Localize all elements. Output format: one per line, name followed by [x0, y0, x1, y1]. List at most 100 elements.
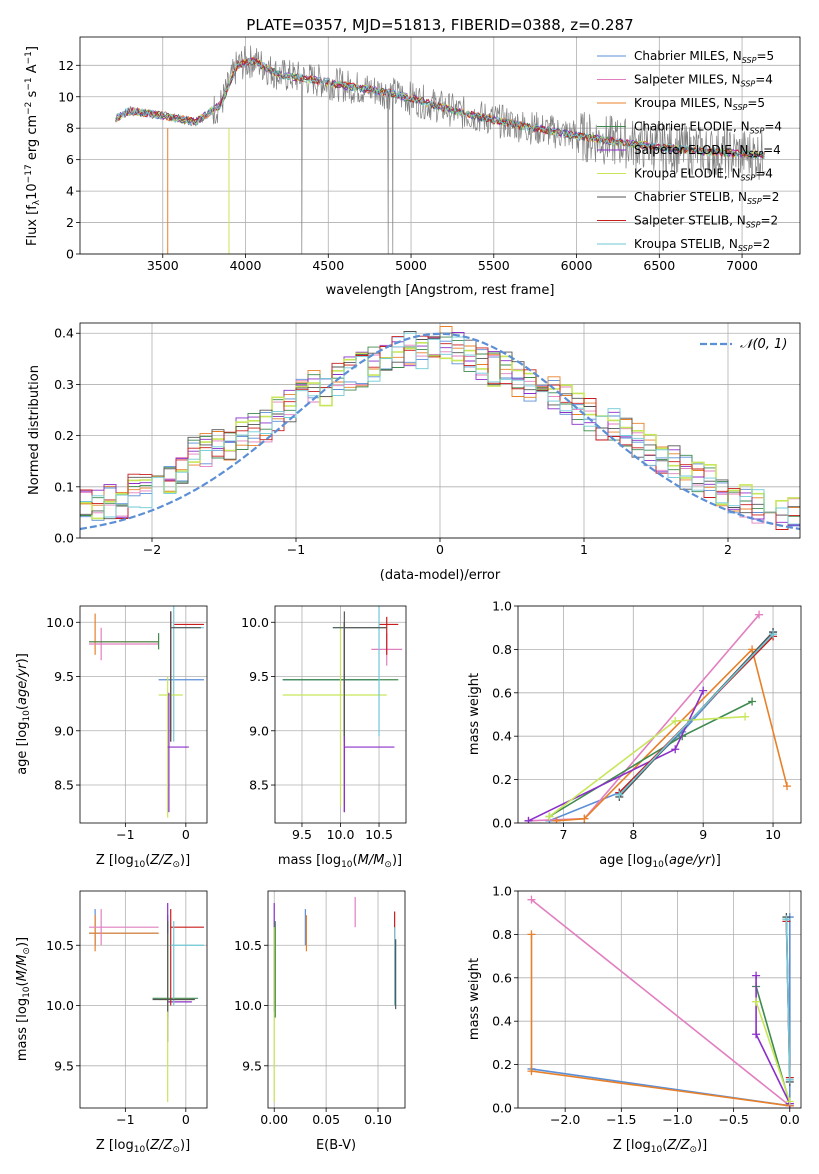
x-tick-label: 0 [182, 827, 190, 842]
legend-entry: Salpeter ELODIE, NSSP=4 [634, 143, 781, 159]
axes-frame [267, 890, 406, 1109]
weight-marker [671, 745, 680, 754]
y-tick-label: 10 [58, 89, 74, 104]
model-spectrum [115, 57, 765, 160]
x-tick-label: 0.0 [780, 1112, 800, 1127]
y-tick-label: 9.0 [54, 723, 74, 738]
age-vs-metallicity-panel: −1 0 8.5 9.0 9.5 10.0 Z [log10(Z/Z⊙)] age [log1… [15, 605, 208, 870]
x-tick-label: 0.05 [312, 1112, 340, 1127]
x-tick-label: −1 [287, 542, 305, 557]
y-tick-label: 0.1 [54, 479, 74, 494]
legend-entry: Salpeter STELIB, NSSP=2 [634, 214, 778, 230]
figure-title: PLATE=0357, MJD=51813, FIBERID=0388, z=0… [246, 16, 633, 34]
x-axis-label: E(B-V) [316, 1138, 356, 1153]
y-tick-label: 0.2 [492, 772, 512, 787]
residual-histogram [80, 331, 800, 520]
gaussian-curve [80, 332, 800, 531]
x-tick-label: 0 [182, 1112, 190, 1127]
y-axis-label: mass weight [467, 958, 482, 1040]
plot-area [524, 610, 792, 823]
plot-area [282, 606, 403, 813]
y-tick-label: 10.0 [46, 615, 74, 630]
x-tick-label: 6000 [561, 258, 593, 273]
y-tick-label: 0.4 [492, 1014, 512, 1029]
x-axis-label: age [log10(age/yr)] [599, 853, 721, 870]
y-tick-label: 10.0 [234, 998, 262, 1013]
x-tick-label: 4500 [312, 258, 344, 273]
y-axis-label: Flux [fλ10−17 erg cm−2 s−1 A−1] [24, 46, 42, 246]
plot-area [89, 606, 204, 818]
x-axis-label: mass [log10(M/M⊙)] [278, 853, 402, 870]
y-tick-label: 0.0 [492, 816, 512, 831]
weight-marker [580, 814, 589, 823]
x-tick-label: −1 [116, 827, 134, 842]
x-axis-label: Z [log10(Z/Z⊙)] [613, 1138, 707, 1155]
weight-line [755, 1001, 791, 1102]
x-tick-label: −0.5 [718, 1112, 748, 1127]
weight-marker [752, 971, 761, 980]
x-tick-label: 6500 [643, 258, 675, 273]
y-tick-label: 1.0 [492, 884, 512, 899]
y-tick-label: 0.3 [54, 377, 74, 392]
y-axis-label: age [log10(age/yr)] [15, 653, 32, 775]
plot-area [89, 903, 204, 1102]
residual-histogram [80, 332, 800, 525]
legend-entry: Salpeter MILES, NSSP=4 [634, 73, 773, 89]
x-tick-label: 10 [765, 827, 781, 842]
legend-entry: Chabrier MILES, NSSP=5 [634, 49, 774, 65]
y-tick-label: 2 [66, 215, 74, 230]
weight-line [785, 919, 791, 1080]
x-tick-label: −1 [116, 1112, 134, 1127]
weight-marker [782, 915, 791, 924]
x-tick-label: −1.5 [606, 1112, 636, 1127]
weight-marker [545, 812, 554, 821]
axes-frame [79, 322, 801, 539]
y-tick-label: 8 [66, 121, 74, 136]
y-tick-label: 0 [66, 247, 74, 262]
x-tick-label: 7 [559, 827, 567, 842]
x-tick-label: 10.0 [327, 827, 355, 842]
weight-line [531, 899, 791, 1107]
y-tick-label: 4 [66, 184, 74, 199]
x-axis-label: Z [log10(Z/Z⊙)] [96, 1138, 190, 1155]
weight-marker [785, 1097, 794, 1106]
legend-entry: Kroupa STELIB, NSSP=2 [634, 237, 770, 253]
y-tick-label: 9.5 [249, 669, 269, 684]
y-tick-label: 1.0 [492, 599, 512, 614]
x-tick-label: 9.5 [292, 827, 312, 842]
y-axis-label: mass [log10(M/M⊙)] [15, 937, 32, 1061]
legend-entry: Chabrier ELODIE, NSSP=4 [634, 120, 782, 136]
legend-entry: Chabrier STELIB, NSSP=2 [634, 190, 779, 206]
legend-entry: Kroupa MILES, NSSP=5 [634, 96, 765, 112]
spectrum-panel: 3500 4000 4500 5000 5500 6000 6500 7000 0 2 4 6 8 10 1… [24, 36, 801, 298]
x-tick-label: 0.00 [260, 1112, 288, 1127]
x-tick-label: 0 [436, 542, 444, 557]
y-tick-label: 0.4 [54, 326, 74, 341]
y-tick-label: 10.5 [234, 938, 262, 953]
x-tick-label: −2.0 [550, 1112, 580, 1127]
weight-marker [527, 895, 536, 904]
weight-marker [752, 1030, 761, 1039]
y-tick-label: 9.0 [249, 723, 269, 738]
x-tick-label: 0.10 [364, 1112, 392, 1127]
legend-entry: 𝒩(0, 1) [740, 337, 787, 352]
x-tick-label: 1 [580, 542, 588, 557]
y-tick-label: 0.2 [54, 428, 74, 443]
y-tick-label: 0.0 [492, 1101, 512, 1116]
weight-marker [552, 816, 561, 823]
weight-marker [699, 686, 708, 695]
x-tick-label: −1.0 [662, 1112, 692, 1127]
weight-marker [741, 712, 750, 721]
y-tick-label: 0.6 [492, 970, 512, 985]
grid [80, 606, 207, 823]
residual-histogram [80, 335, 800, 530]
y-axis-label: mass weight [467, 673, 482, 755]
axes-frame [274, 605, 407, 824]
weight-marker [615, 790, 624, 799]
y-tick-label: 8.5 [249, 778, 269, 793]
weight-marker [785, 1075, 794, 1084]
grid [268, 891, 405, 1108]
plot-area [115, 45, 766, 254]
x-tick-label: 2 [724, 542, 732, 557]
